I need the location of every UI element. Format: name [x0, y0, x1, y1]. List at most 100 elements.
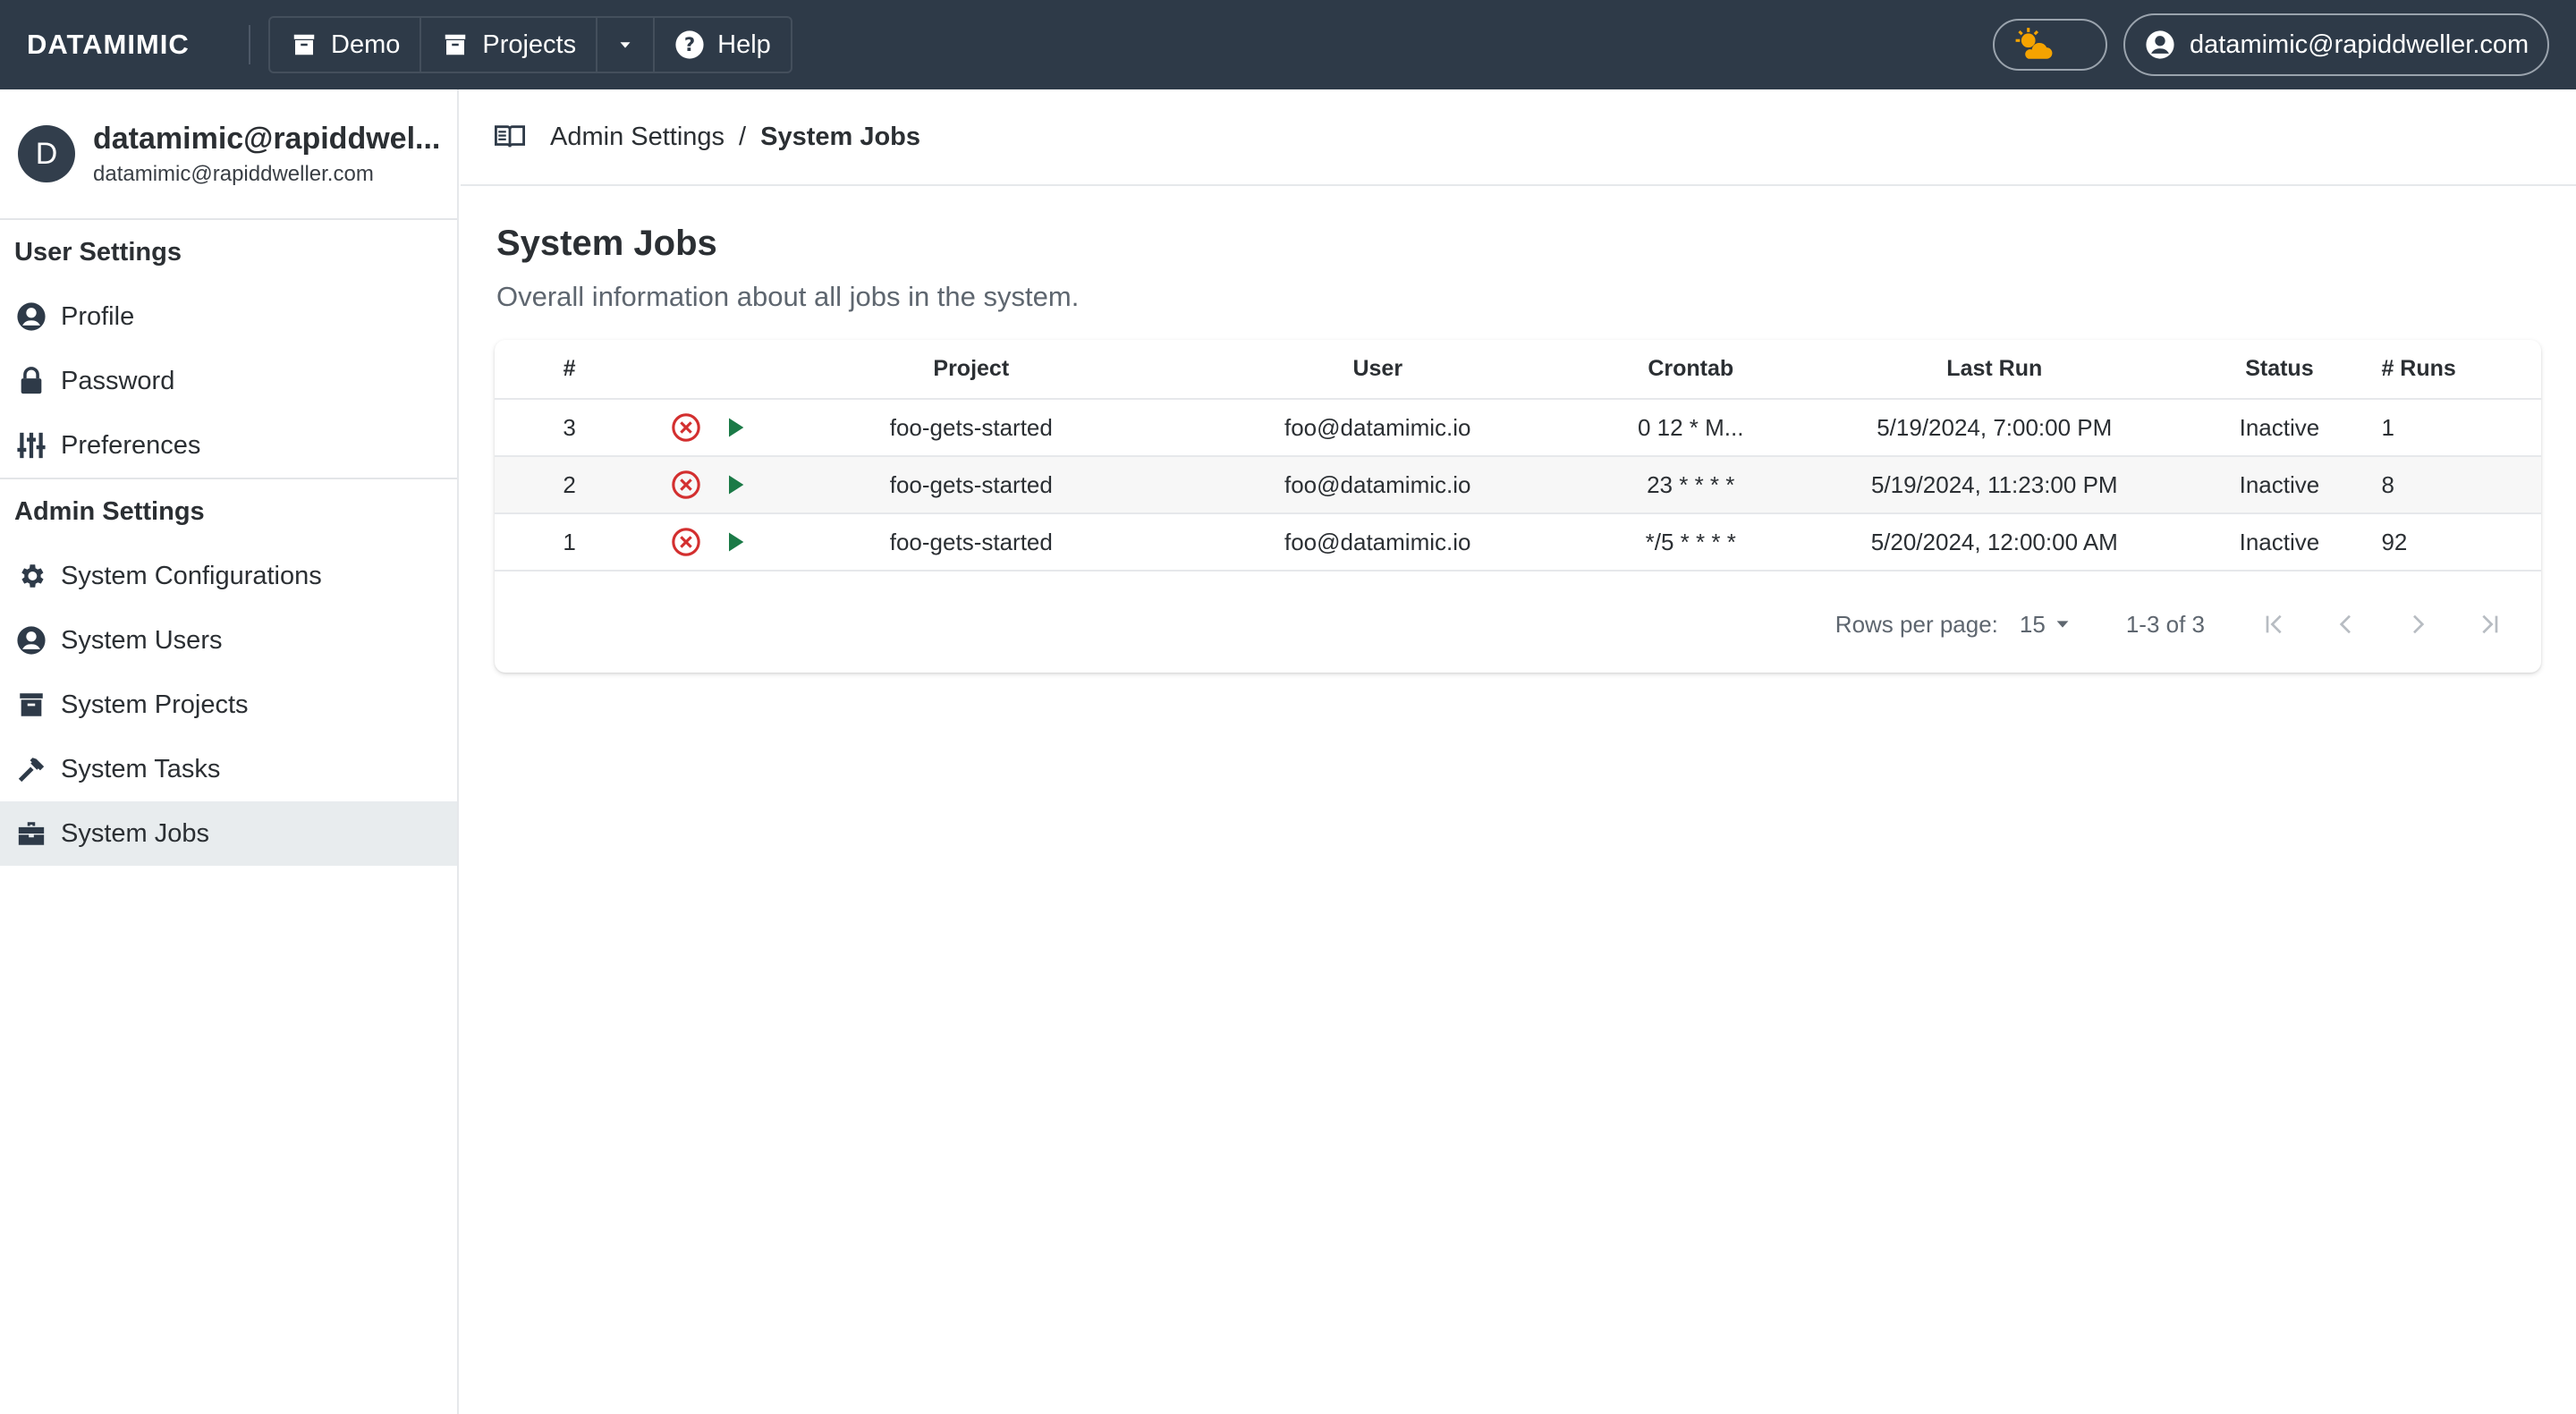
column-header-crontab[interactable]: Crontab	[1588, 340, 1794, 400]
cell-actions	[644, 456, 775, 514]
cell-crontab: 0 12 * M...	[1588, 399, 1794, 457]
page-subtitle: Overall information about all jobs in th…	[496, 281, 1080, 312]
breadcrumb: Admin Settings / System Jobs	[461, 89, 2576, 186]
first-page-button[interactable]	[2258, 608, 2291, 640]
table-header-row: # Project User Crontab Last Run Status #…	[495, 340, 2541, 400]
weather-sun-cloud-icon	[2015, 28, 2053, 59]
page-title: System Jobs	[496, 224, 717, 263]
delete-circle-icon[interactable]	[671, 527, 701, 557]
breadcrumb-current: System Jobs	[760, 122, 921, 151]
cell-crontab: 23 * * * *	[1588, 456, 1794, 514]
sidebar-item-label: Preferences	[61, 430, 201, 460]
cell-num: 3	[495, 399, 645, 457]
sidebar-item-preferences[interactable]: Preferences	[0, 413, 457, 478]
last-page-button[interactable]	[2473, 608, 2505, 640]
account-circle-icon	[16, 301, 47, 332]
cell-user: foo@datamimic.io	[1167, 456, 1589, 514]
nav-demo-button[interactable]: Demo	[270, 18, 422, 72]
nav-help-label: Help	[717, 30, 771, 59]
lock-icon	[16, 366, 47, 396]
chevron-down-icon	[2056, 621, 2069, 628]
cell-last-run: 5/19/2024, 7:00:00 PM	[1793, 399, 2196, 457]
table-pagination: Rows per page: 15 1-3 of 3	[1835, 608, 2505, 640]
table-row: 3 foo-gets-started foo@datamimic.io 0 12…	[495, 399, 2541, 457]
briefcase-icon	[16, 818, 47, 849]
user-settings-title: User Settings	[14, 237, 182, 267]
breadcrumb-parent[interactable]: Admin Settings	[550, 122, 725, 151]
top-nav: Demo Projects ? Help	[268, 16, 792, 73]
sidebar-item-label: System Users	[61, 625, 223, 655]
app-logo[interactable]: DATAMIMIC	[27, 29, 190, 60]
first-page-icon	[2266, 614, 2282, 634]
chevron-down-icon	[620, 42, 631, 48]
sidebar-item-profile[interactable]: Profile	[0, 284, 457, 349]
admin-settings-title: Admin Settings	[14, 496, 205, 526]
cell-actions	[644, 513, 775, 572]
nav-projects-button[interactable]: Projects	[421, 18, 598, 72]
sidebar-item-label: System Projects	[61, 690, 249, 719]
play-icon[interactable]	[723, 529, 748, 555]
cell-user: foo@datamimic.io	[1167, 513, 1589, 572]
cell-project: foo-gets-started	[775, 456, 1168, 514]
cell-status: Inactive	[2195, 456, 2364, 514]
archive-icon	[16, 690, 47, 720]
account-circle-icon	[2146, 30, 2174, 59]
column-header-project[interactable]: Project	[775, 340, 1168, 400]
cell-actions	[644, 399, 775, 457]
account-label: datamimic@rapiddweller.com	[2190, 30, 2529, 59]
column-header-runs[interactable]: # Runs	[2363, 340, 2541, 400]
book-open-icon[interactable]	[495, 123, 525, 150]
column-header-num[interactable]: #	[495, 340, 645, 400]
account-button[interactable]: datamimic@rapiddweller.com	[2123, 13, 2549, 76]
next-page-button[interactable]	[2402, 608, 2434, 640]
prev-page-button[interactable]	[2330, 608, 2362, 640]
delete-circle-icon[interactable]	[671, 412, 701, 443]
archive-icon	[445, 34, 466, 55]
help-circle-icon: ?	[675, 30, 704, 59]
last-page-icon	[2482, 614, 2498, 634]
theme-toggle[interactable]	[1993, 19, 2107, 71]
sidebar-item-label: Profile	[61, 301, 135, 331]
main-content: Admin Settings / System Jobs System Jobs…	[461, 89, 2576, 1414]
account-circle-icon	[16, 625, 47, 656]
sidebar-item-label: Password	[61, 366, 175, 395]
sidebar-item-system-configurations[interactable]: System Configurations	[0, 544, 457, 608]
tune-icon	[16, 430, 47, 461]
column-header-status[interactable]: Status	[2195, 340, 2364, 400]
pagination-range: 1-3 of 3	[2125, 610, 2205, 638]
sidebar-item-label: System Tasks	[61, 754, 221, 783]
cell-project: foo-gets-started	[775, 513, 1168, 572]
table-row: 1 foo-gets-started foo@datamimic.io */5 …	[495, 513, 2541, 572]
hammer-icon	[16, 754, 47, 784]
avatar: D	[18, 125, 75, 182]
sidebar-item-system-projects[interactable]: System Projects	[0, 673, 457, 737]
nav-demo-label: Demo	[331, 30, 401, 59]
top-divider	[249, 25, 250, 64]
sidebar-item-system-tasks[interactable]: System Tasks	[0, 737, 457, 801]
rows-per-page-select[interactable]: 15	[2020, 611, 2072, 639]
play-icon[interactable]	[723, 472, 748, 497]
cell-user: foo@datamimic.io	[1167, 399, 1589, 457]
cell-status: Inactive	[2195, 513, 2364, 572]
sidebar-item-label: System Configurations	[61, 561, 322, 590]
cell-num: 2	[495, 456, 645, 514]
sidebar-item-password[interactable]: Password	[0, 349, 457, 413]
play-icon[interactable]	[723, 415, 748, 440]
section-divider	[0, 478, 457, 479]
archive-icon	[293, 34, 315, 55]
user-card: D datamimic@rapiddwel... datamimic@rapid…	[0, 89, 457, 220]
nav-help-button[interactable]: ? Help	[655, 18, 791, 72]
delete-circle-icon[interactable]	[671, 470, 701, 500]
sidebar-item-system-jobs[interactable]: System Jobs	[0, 801, 457, 866]
top-bar: DATAMIMIC Demo Projects ? Help datamimic…	[0, 0, 2576, 89]
sidebar-item-system-users[interactable]: System Users	[0, 608, 457, 673]
cell-runs: 1	[2363, 399, 2541, 457]
cell-num: 1	[495, 513, 645, 572]
column-header-last-run[interactable]: Last Run	[1793, 340, 2196, 400]
column-header-user[interactable]: User	[1167, 340, 1589, 400]
sidebar-user-name: datamimic@rapiddwel...	[93, 121, 441, 156]
cell-last-run: 5/19/2024, 11:23:00 PM	[1793, 456, 2196, 514]
cell-runs: 8	[2363, 456, 2541, 514]
sidebar: D datamimic@rapiddwel... datamimic@rapid…	[0, 89, 459, 1414]
nav-projects-dropdown[interactable]	[597, 18, 656, 72]
